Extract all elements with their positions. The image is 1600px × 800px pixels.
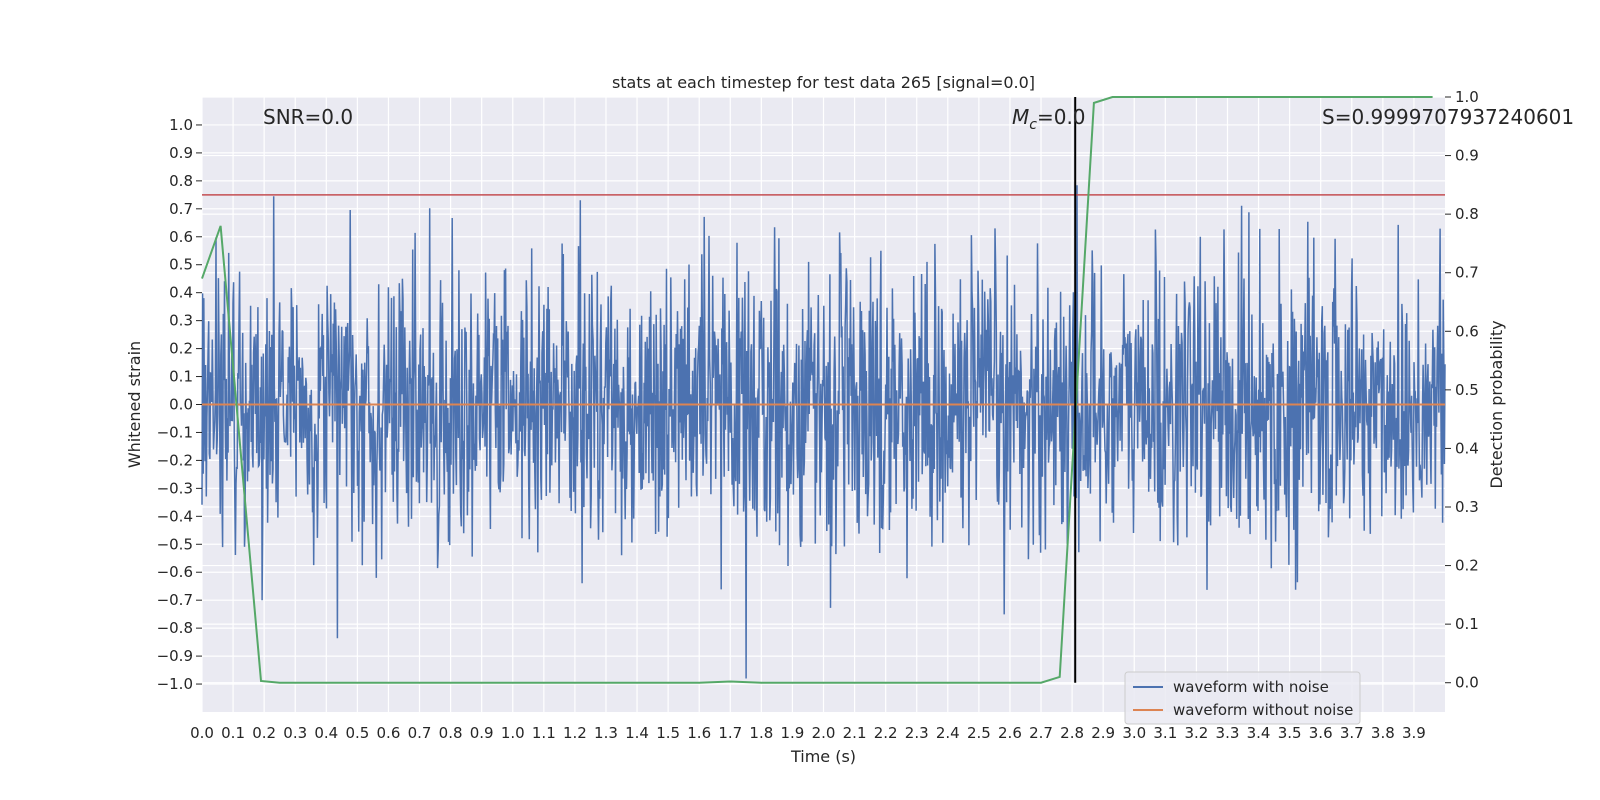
x-tick-label: 3.6 [1309,724,1333,742]
x-tick-label: 2.6 [998,724,1022,742]
x-tick-label: 0.1 [221,724,245,742]
x-tick-label: 3.7 [1340,724,1364,742]
chart-title: stats at each timestep for test data 265… [612,73,1035,92]
x-tick-label: 1.8 [749,724,773,742]
x-tick-label: 3.1 [1153,724,1177,742]
x-tick-label: 2.8 [1060,724,1084,742]
x-tick-label: 2.7 [1029,724,1053,742]
x-tick-label: 2.0 [812,724,836,742]
y-tick-label: 0.0 [169,396,193,414]
y-tick-label: 0.8 [169,172,193,190]
y2-tick-label: 0.4 [1455,439,1479,457]
y2-tick-label: 0.1 [1455,615,1479,633]
y-tick-label: −0.2 [157,451,193,469]
x-tick-label: 1.9 [780,724,804,742]
y-tick-label: 0.7 [169,200,193,218]
x-tick-label: 2.5 [967,724,991,742]
y-tick-label: −0.1 [157,423,193,441]
x-tick-label: 2.3 [905,724,929,742]
y2-tick-label: 0.2 [1455,557,1479,575]
x-tick-label: 1.3 [594,724,618,742]
y2-tick-label: 0.8 [1455,205,1479,223]
x-tick-label: 3.5 [1278,724,1302,742]
x-tick-label: 1.1 [532,724,556,742]
x-tick-label: 0.4 [314,724,338,742]
y-tick-label: −0.4 [157,507,193,525]
y-tick-label: −0.3 [157,479,193,497]
x-tick-label: 0.7 [408,724,432,742]
x-tick-label: 2.9 [1091,724,1115,742]
mc-annotation: Mc=0.0 [1012,105,1086,133]
y-tick-label: −1.0 [157,675,193,693]
y-tick-label: 0.6 [169,228,193,246]
y2-tick-label: 0.6 [1455,322,1479,340]
y2-axis-label: Detection probability [1487,320,1506,488]
x-tick-label: 2.1 [843,724,867,742]
y2-tick-label: 1.0 [1455,88,1479,106]
x-tick-label: 1.5 [656,724,680,742]
x-tick-label: 1.7 [718,724,742,742]
y2-tick-label: 0.9 [1455,147,1479,165]
y-tick-label: −0.8 [157,619,193,637]
x-tick-label: 0.5 [345,724,369,742]
x-tick-label: 0.6 [377,724,401,742]
series-detection-probability [201,96,1433,684]
x-tick-label: 3.3 [1216,724,1240,742]
y2-tick-label: 0.5 [1455,381,1479,399]
y-axis-label: Whitened strain [125,341,144,468]
x-tick-label: 2.4 [936,724,960,742]
x-tick-label: 3.0 [1122,724,1146,742]
y-tick-label: −0.7 [157,591,193,609]
y-tick-label: 0.4 [169,284,193,302]
y2-tick-label: 0.3 [1455,498,1479,516]
y-axis-ticks: 1.0 0.9 0.8 0.7 0.6 0.5 0.4 0.3 0.2 0.1 0.0 −0.1 −0.… [157,116,202,693]
x-tick-label: 3.8 [1371,724,1395,742]
y-tick-label: 0.1 [169,368,193,386]
y-tick-label: −0.5 [157,535,193,553]
y-tick-label: 0.2 [169,340,193,358]
snr-annotation: SNR=0.0 [263,105,353,129]
mc-subscript: c [1029,117,1037,133]
x-tick-label: 3.9 [1402,724,1426,742]
x-tick-label: 0.9 [470,724,494,742]
s-annotation: S=0.9999707937240601 [1322,105,1574,129]
y2-axis-ticks: 1.0 0.9 0.8 0.7 0.6 0.5 0.4 0.3 0.2 0.1 0.0 [1445,88,1479,692]
mc-symbol: M [1012,105,1029,129]
y-tick-label: 0.9 [169,144,193,162]
x-tick-label: 1.2 [563,724,587,742]
x-tick-label: 0.2 [252,724,276,742]
legend-entry-waveform-with-noise: waveform with noise [1173,678,1329,696]
x-tick-label: 0.0 [190,724,214,742]
legend-box [1124,671,1361,725]
y-tick-label: −0.6 [157,563,193,581]
x-tick-label: 1.6 [687,724,711,742]
y-tick-label: 1.0 [169,116,193,134]
x-tick-label: 3.4 [1247,724,1271,742]
series-waveform-with-noise [201,185,1446,679]
y-tick-label: 0.3 [169,312,193,330]
y-tick-label: −0.9 [157,647,193,665]
x-axis-ticks: 0.0 0.1 0.2 0.3 0.4 0.5 0.6 0.7 0.8 0.9 1.0 1.1 1.2 1… [190,724,1426,742]
x-axis-label: Time (s) [790,747,856,766]
mc-value: =0.0 [1037,105,1086,129]
y2-tick-label: 0.7 [1455,264,1479,282]
y-tick-label: 0.5 [169,256,193,274]
y2-tick-label: 0.0 [1455,674,1479,692]
x-tick-label: 1.0 [501,724,525,742]
legend: waveform with noise waveform without noi… [1124,671,1361,725]
legend-entry-waveform-without-noise: waveform without noise [1173,701,1353,719]
x-tick-label: 0.3 [283,724,307,742]
x-tick-label: 3.2 [1184,724,1208,742]
x-tick-label: 0.8 [439,724,463,742]
x-tick-label: 1.4 [625,724,649,742]
x-tick-label: 2.2 [874,724,898,742]
